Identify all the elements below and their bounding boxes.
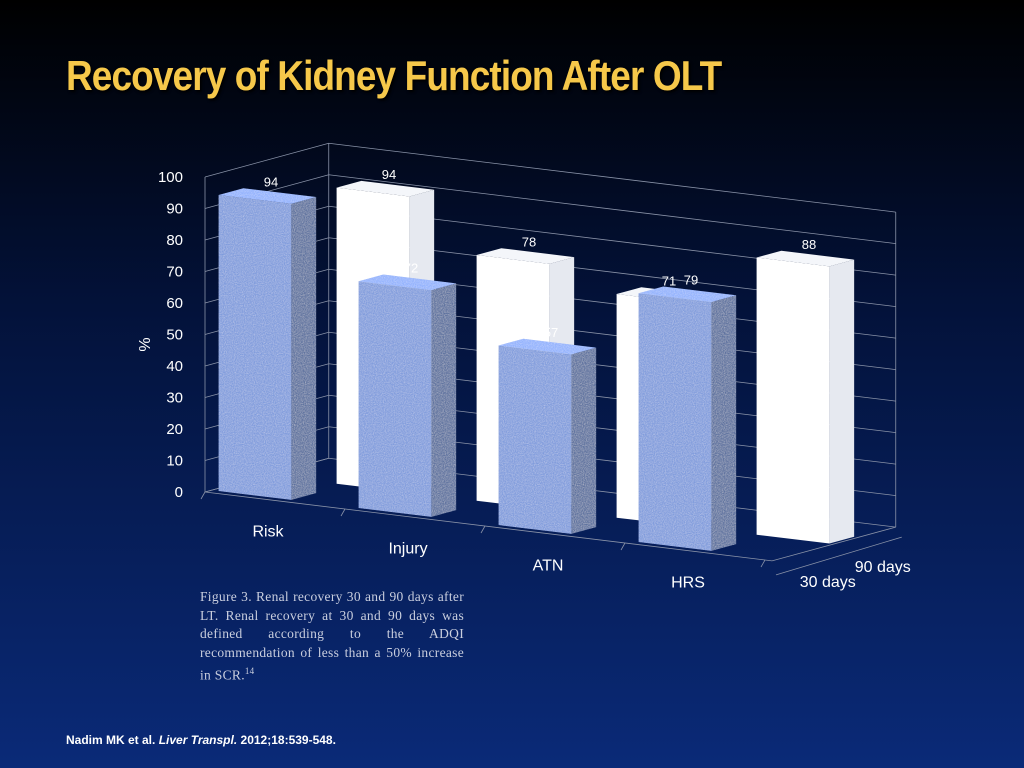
data-label: 94 bbox=[382, 167, 396, 182]
bar-front-face bbox=[498, 345, 572, 534]
x-tick bbox=[620, 542, 626, 551]
y-tick-label: 60 bbox=[166, 295, 183, 312]
depth-axis-line bbox=[775, 536, 902, 576]
series-label: 30 days bbox=[800, 574, 856, 591]
data-label: 88 bbox=[802, 237, 816, 252]
x-tick bbox=[760, 559, 766, 568]
data-label: 94 bbox=[264, 174, 278, 189]
bar-top-face bbox=[358, 274, 457, 291]
x-tick bbox=[340, 508, 346, 517]
bar bbox=[756, 250, 855, 544]
y-tick-label: 70 bbox=[166, 264, 183, 281]
y-tick-label: 100 bbox=[158, 169, 183, 186]
x-tick-label: Injury bbox=[388, 541, 427, 558]
x-axis-line bbox=[204, 491, 896, 562]
y-tick-label: 30 bbox=[166, 390, 183, 407]
bar-front-face bbox=[756, 257, 830, 544]
caption-text: Figure 3. Renal recovery 30 and 90 days … bbox=[200, 589, 464, 683]
x-tick-label: ATN bbox=[533, 558, 564, 575]
series-label: 90 days bbox=[855, 559, 911, 576]
data-label: 78 bbox=[522, 234, 536, 249]
bar-side-face bbox=[571, 347, 597, 534]
x-tick bbox=[480, 525, 486, 534]
y-tick-label: 50 bbox=[166, 327, 183, 344]
bar-top-face bbox=[638, 286, 737, 303]
data-label: 79 bbox=[684, 273, 698, 288]
bar-top-face bbox=[498, 338, 597, 355]
y-tick-label: 90 bbox=[166, 201, 183, 218]
citation: Nadim MK et al. Liver Transpl. 2012;18:5… bbox=[66, 733, 336, 747]
caption-reference: 14 bbox=[244, 666, 255, 676]
y-tick-label: 40 bbox=[166, 358, 183, 375]
y-tick-label: 10 bbox=[166, 453, 183, 470]
citation-authors: Nadim MK et al. bbox=[66, 733, 156, 747]
data-label: 71 bbox=[662, 274, 676, 289]
bar-top-face bbox=[756, 250, 855, 267]
bar-front-face bbox=[358, 281, 432, 517]
data-label: 72 bbox=[404, 261, 418, 276]
bar-side-face bbox=[829, 259, 855, 544]
bar bbox=[358, 274, 457, 517]
bar-top-face bbox=[336, 180, 435, 197]
y-axis-label: % bbox=[137, 337, 154, 351]
x-tick bbox=[200, 491, 206, 500]
x-tick-label: Risk bbox=[252, 524, 284, 541]
bar bbox=[498, 338, 597, 534]
bar-side-face bbox=[291, 197, 317, 500]
citation-details: 2012;18:539-548. bbox=[240, 733, 336, 747]
x-tick-label: HRS bbox=[671, 575, 705, 592]
chart-bars bbox=[218, 180, 855, 551]
bar-top-face bbox=[476, 248, 575, 264]
slide-title: Recovery of Kidney Function After OLT bbox=[66, 52, 722, 99]
bar bbox=[638, 286, 737, 551]
citation-journal: Liver Transpl. bbox=[158, 733, 238, 747]
y-tick-label: 80 bbox=[166, 232, 183, 249]
chart-labels: 0 10 20 30 40 50 60 70 80 90 100% Risk Injury ATN HRS 3… bbox=[137, 167, 911, 592]
bar-front-face bbox=[218, 194, 292, 500]
data-label: 57 bbox=[544, 325, 558, 340]
figure-caption: Figure 3. Renal recovery 30 and 90 days … bbox=[200, 588, 464, 685]
bar-front-face bbox=[638, 293, 712, 551]
y-tick-label: 0 bbox=[175, 484, 183, 501]
bar-top-face bbox=[218, 188, 317, 204]
bar bbox=[218, 188, 317, 500]
bar-side-face bbox=[711, 295, 737, 551]
bar-side-face bbox=[431, 283, 457, 517]
y-tick-label: 20 bbox=[166, 421, 183, 438]
